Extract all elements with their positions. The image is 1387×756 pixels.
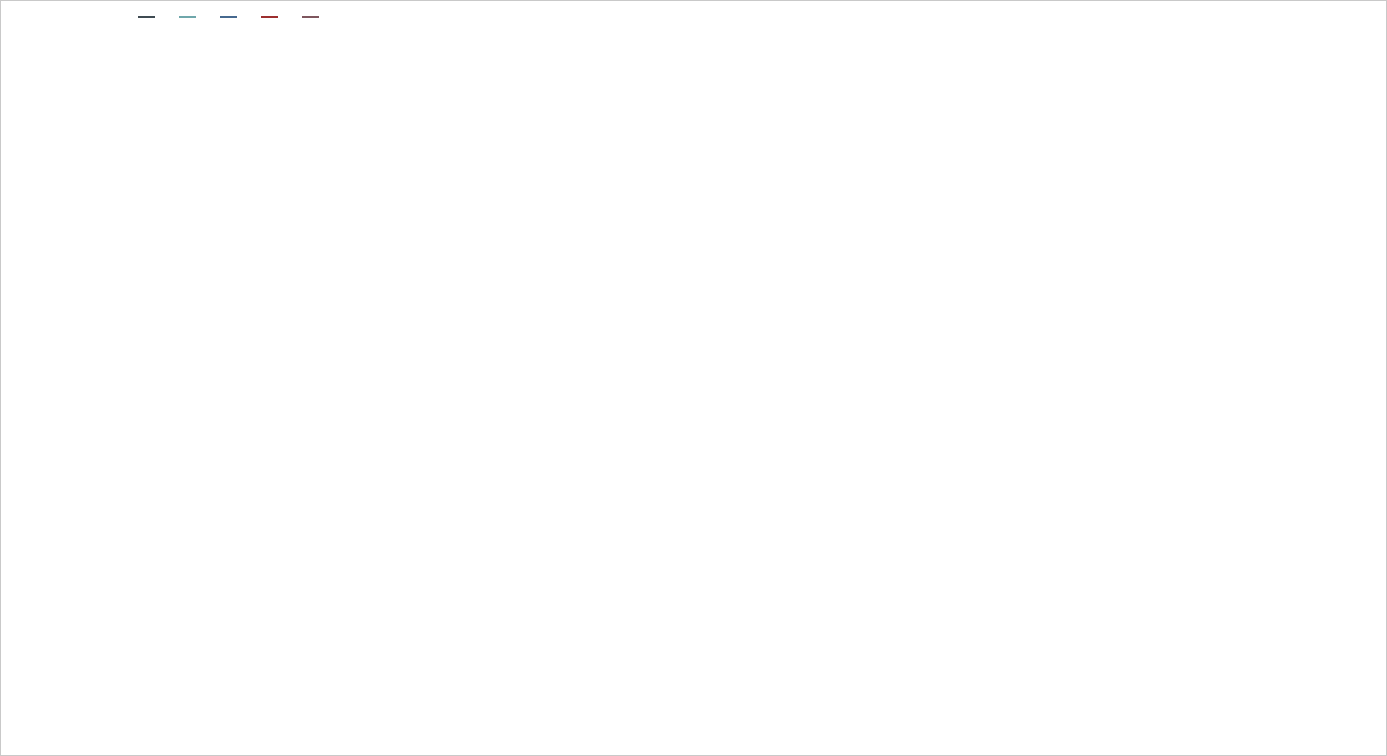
legend-line-swatch <box>302 16 320 18</box>
legend-item-indiana <box>170 15 211 19</box>
chart-panel-east-north-central <box>1 1 463 252</box>
legend-item-michigan <box>211 15 252 19</box>
legend-item-ohio <box>252 15 293 19</box>
legend-line-swatch <box>179 16 197 18</box>
legend-line-swatch <box>261 16 279 18</box>
legend-line-swatch <box>220 16 238 18</box>
legend-item-wisconsin <box>293 15 334 19</box>
legend-line-swatch <box>138 16 156 18</box>
legend <box>129 15 334 19</box>
legend-item-illinois <box>129 15 170 19</box>
